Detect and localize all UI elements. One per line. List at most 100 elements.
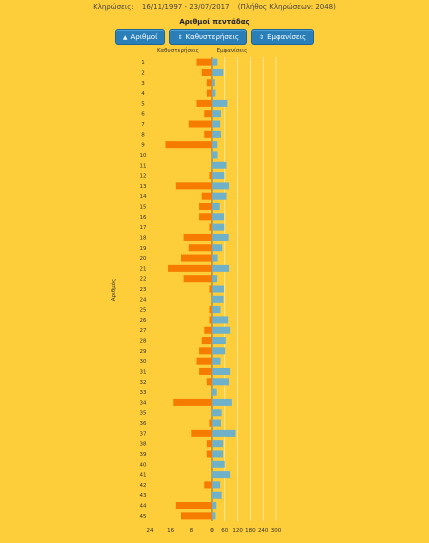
sort-asc-icon: ▲ [122, 34, 128, 41]
category-label: 9 [141, 143, 145, 149]
appearance-bar [212, 440, 224, 448]
delay-bar [175, 182, 212, 190]
category-label: 40 [140, 462, 147, 468]
delay-bar [206, 79, 212, 87]
delay-bar [204, 326, 212, 334]
delay-bar [183, 275, 212, 283]
delay-bar [188, 120, 212, 128]
appearance-bar [212, 357, 221, 365]
delay-bar [206, 440, 212, 448]
appearance-bar [212, 367, 231, 375]
delay-bar [209, 223, 212, 231]
appearance-bar [212, 347, 226, 355]
delay-bar [199, 213, 212, 221]
delay-bar [165, 141, 212, 149]
delay-bar [196, 99, 212, 107]
appearance-bar [212, 471, 231, 479]
y-axis-label: Αριθμός [110, 279, 117, 302]
left-tick-label: 0 [210, 528, 214, 534]
appearance-bar [212, 429, 236, 437]
appearance-bar [212, 419, 221, 427]
category-label: 2 [141, 70, 145, 76]
appearance-bar [212, 223, 225, 231]
chart-title: Αριθμοί πεντάδας [179, 18, 250, 26]
sort-icon: ⇕ [177, 34, 183, 41]
delay-bar [209, 172, 212, 180]
delay-bar [199, 367, 212, 375]
category-label: 11 [140, 163, 147, 169]
date-range: 16/11/1997 - 23/07/2017 [141, 3, 230, 11]
delay-bar [199, 203, 212, 211]
sort-appearances-button[interactable]: ⇕ Εμφανίσεις [251, 29, 315, 45]
appearance-bar [212, 192, 227, 200]
delay-bar [191, 429, 212, 437]
appearance-bar [212, 502, 217, 510]
category-label: 29 [140, 349, 147, 355]
category-label: 27 [140, 328, 147, 334]
appearance-bar [212, 254, 218, 262]
left-tick-label: 24 [147, 528, 154, 534]
category-label: 38 [140, 442, 147, 448]
delay-bar [201, 68, 212, 76]
category-label: 33 [140, 390, 147, 396]
right-tick-label: 180 [245, 528, 256, 534]
delay-bar [206, 450, 212, 458]
appearance-bar [212, 182, 230, 190]
appearance-bar [212, 378, 230, 386]
draws-label: Κληρώσεις: [93, 3, 134, 11]
category-label: 17 [140, 225, 147, 231]
category-label: 23 [140, 287, 147, 293]
delay-bar [199, 347, 212, 355]
category-label: 39 [140, 452, 147, 458]
sort-buttons: ▲ Αριθμοί ⇕ Καθυστερήσεις ⇕ Εμφανίσεις [0, 29, 429, 45]
delay-bar [204, 481, 212, 489]
category-label: 14 [140, 194, 147, 200]
right-tick-label: 120 [232, 528, 243, 534]
category-label: 25 [140, 308, 147, 314]
delay-bar [206, 378, 212, 386]
sort-icon: ⇕ [259, 34, 265, 41]
category-label: 41 [140, 473, 147, 479]
appearance-bar [212, 151, 218, 159]
category-label: 8 [141, 132, 145, 138]
category-label: 43 [140, 493, 147, 499]
appearance-bar [212, 89, 216, 97]
sort-delays-button[interactable]: ⇕ Καθυστερήσεις [169, 29, 248, 45]
delay-bar [173, 398, 212, 406]
category-label: 12 [140, 174, 147, 180]
appearance-bar [212, 409, 222, 417]
category-label: 13 [140, 184, 147, 190]
sort-numbers-button[interactable]: ▲ Αριθμοί [114, 29, 166, 45]
appearance-bar [212, 326, 231, 334]
appearance-bar [212, 213, 225, 221]
category-label: 45 [140, 514, 147, 520]
delay-bar [209, 306, 212, 314]
category-label: 20 [140, 256, 147, 262]
appearance-bar [212, 481, 221, 489]
delay-bar [196, 357, 212, 365]
right-tick-label: 300 [271, 528, 282, 534]
delay-bar [204, 110, 212, 118]
appearance-bar [212, 398, 232, 406]
appearance-bar [212, 120, 221, 128]
appearance-bar [212, 79, 215, 87]
delay-bar [188, 244, 212, 252]
category-label: 10 [140, 153, 147, 159]
appearance-bar [212, 203, 220, 211]
category-label: 28 [140, 339, 147, 345]
appearance-bar [212, 491, 222, 499]
category-label: 4 [141, 91, 145, 97]
right-axis-label: Εμφανίσεις [217, 47, 248, 54]
draw-count: (Πλήθος Κληρώσεων: 2048) [237, 3, 336, 11]
appearance-bar [212, 233, 229, 241]
appearance-bar [212, 99, 228, 107]
category-label: 19 [140, 246, 147, 252]
category-label: 5 [141, 101, 145, 107]
delay-bar [196, 58, 212, 66]
delay-bar [206, 89, 212, 97]
category-label: 31 [140, 369, 147, 375]
appearance-bar [212, 285, 224, 293]
appearance-bar [212, 68, 224, 76]
delay-bar [204, 130, 212, 138]
